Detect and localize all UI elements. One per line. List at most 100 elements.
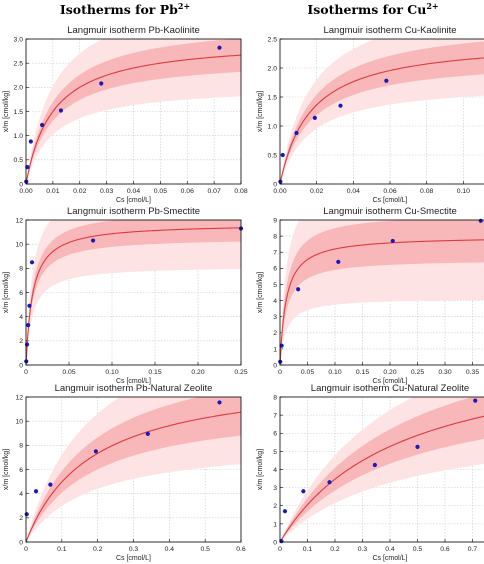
y-tick-label: 6	[273, 431, 277, 438]
y-tick-label: 0	[19, 181, 23, 188]
y-tick-label: 8	[273, 394, 277, 401]
y-tick-label: 2.5	[268, 36, 278, 43]
y-tick-label: 1	[273, 521, 277, 528]
chart-cu-smectite: Langmuir isotherm Cu-Smectite 0 0.05 0.10 0.…	[257, 206, 484, 385]
y-tick-label: 2.0	[268, 65, 278, 72]
x-tick-label: 0.06	[181, 188, 194, 195]
x-axis-label: Cs [cmol/L]	[116, 378, 151, 385]
y-tick-label: 10	[15, 242, 23, 249]
data-point	[338, 103, 343, 108]
y-axis-label: x/m [cmol/kg]	[3, 449, 10, 490]
y-tick-label: 2	[19, 338, 23, 345]
y-axis-label: x/m [cmol/kg]	[257, 91, 264, 132]
data-point	[282, 509, 288, 514]
x-tick-label: 0.35	[466, 369, 479, 376]
y-tick-label: 5	[273, 282, 277, 289]
y-tick-label: 0	[19, 539, 23, 546]
data-point	[384, 78, 389, 83]
x-tick-label: 0.10	[328, 369, 341, 376]
data-point	[48, 482, 53, 487]
x-tick-label: 0.08	[420, 188, 433, 195]
x-tick-label: 0.10	[105, 369, 118, 376]
x-tick-label: 0.04	[347, 188, 360, 195]
x-axis-label: Cs [cmol/L]	[116, 197, 151, 204]
y-tick-label: 8	[273, 234, 277, 241]
data-point	[294, 130, 299, 136]
langmuir-fit-line	[26, 227, 241, 365]
data-point	[24, 512, 29, 517]
y-tick-label: 2	[19, 515, 23, 522]
chart-title: Langmuir isotherm Pb-Kaolinite	[67, 25, 200, 36]
data-point	[28, 139, 33, 144]
x-tick-label: 0.25	[411, 369, 424, 376]
y-tick-label: 0	[273, 539, 277, 546]
plot-frame	[25, 219, 242, 366]
x-tick-label: 0.15	[148, 369, 161, 376]
chart-cu-kaolinite: Langmuir isotherm Cu-Kaolinite 0.00 0.02 0.…	[257, 25, 484, 204]
x-axis-label: Cs [cmol/L]	[372, 555, 407, 562]
y-tick-label: 3	[273, 314, 277, 321]
y-tick-label: 1.5	[14, 109, 24, 116]
data-point	[327, 480, 332, 485]
y-tick-label: 6	[19, 290, 23, 297]
y-tick-label: 0	[273, 362, 277, 369]
confidence-band	[26, 220, 241, 365]
data-point	[93, 449, 98, 454]
data-point	[217, 45, 222, 50]
header-pb-sup: 2+	[177, 0, 191, 11]
confidence-band	[280, 41, 484, 184]
data-point	[415, 444, 420, 449]
y-tick-label: 4	[273, 467, 277, 474]
y-tick-label: 1	[273, 346, 277, 353]
langmuir-fit-line	[26, 54, 241, 184]
langmuir-fit-line	[280, 239, 484, 365]
y-tick-label: 2	[273, 330, 277, 337]
confidence-band	[280, 397, 484, 542]
data-point	[312, 115, 317, 120]
chart-title: Langmuir isotherm Pb-Natural Zeolite	[55, 383, 213, 394]
y-tick-label: 1.0	[268, 123, 278, 130]
x-tick-label: 0.03	[100, 188, 113, 195]
y-tick-label: 3	[273, 485, 277, 492]
y-tick-label: 0	[273, 181, 277, 188]
y-tick-label: 4	[19, 314, 23, 321]
x-tick-label: 0.25	[234, 369, 247, 376]
y-tick-label: 2.5	[14, 61, 24, 68]
chart-title: Langmuir isotherm Cu-Kaolinite	[323, 25, 456, 36]
data-point	[26, 323, 31, 328]
y-tick-label: 7	[273, 250, 277, 257]
chart-title: Langmuir isotherm Cu-Smectite	[323, 206, 457, 217]
prediction-band	[26, 220, 241, 365]
x-tick-label: 0.30	[438, 369, 451, 376]
y-tick-label: 1.5	[268, 94, 278, 101]
x-tick-label: 0	[278, 369, 282, 376]
data-point	[145, 431, 150, 436]
header-pb-text: Isotherms for Pb	[59, 2, 178, 17]
confidence-band	[280, 220, 484, 365]
langmuir-fit-line	[280, 57, 484, 184]
y-axis-label: x/m [cmol/kg]	[257, 449, 264, 490]
chart-title: Langmuir isotherm Cu-Natural Zeolite	[311, 383, 469, 394]
y-tick-label: 6	[19, 467, 23, 474]
x-tick-label: 0.02	[310, 188, 323, 195]
chart-pb-kaolinite: Langmuir isotherm Pb-Kaolinite 0.00 0.01 0.…	[3, 25, 248, 204]
y-tick-label: 2	[273, 503, 277, 510]
header-cu: Isotherms for Cu2+	[268, 2, 478, 20]
y-tick-label: 0	[19, 362, 23, 369]
data-point	[279, 343, 284, 348]
data-point	[40, 122, 45, 128]
plot-frame	[279, 38, 484, 185]
chart-title: Langmuir isotherm Pb-Smectite	[67, 206, 200, 217]
y-axis-label: x/m [cmol/kg]	[3, 91, 10, 132]
y-tick-label: 5	[273, 449, 277, 456]
x-tick-label: 0.04	[127, 188, 140, 195]
y-tick-label: 3.0	[14, 36, 24, 43]
x-tick-label: 0.20	[383, 369, 396, 376]
data-point	[296, 287, 301, 292]
y-tick-label: 6	[273, 266, 277, 273]
y-tick-label: 0.5	[14, 157, 24, 164]
header-pb: Isotherms for Pb2+	[20, 2, 230, 20]
header-cu-sup: 2+	[426, 0, 439, 11]
